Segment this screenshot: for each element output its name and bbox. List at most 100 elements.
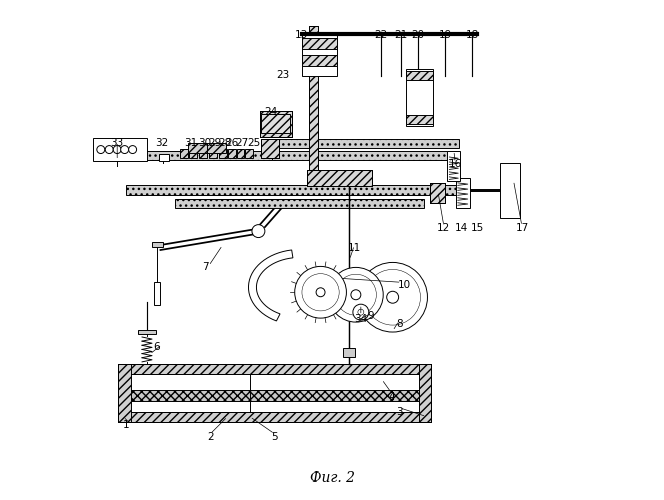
Bar [181, 149, 189, 158]
Bar [218, 149, 226, 158]
Bar [406, 68, 433, 126]
Bar [152, 242, 163, 246]
Bar [272, 150, 459, 160]
Circle shape [353, 304, 369, 320]
Text: 26: 26 [225, 138, 238, 148]
Bar [245, 149, 253, 158]
Text: 24: 24 [265, 107, 278, 117]
Circle shape [252, 224, 265, 237]
Bar [118, 364, 432, 422]
Circle shape [114, 146, 121, 154]
Bar [131, 390, 419, 400]
Text: 34: 34 [354, 314, 367, 324]
Text: 18: 18 [465, 30, 479, 40]
Bar [208, 149, 216, 158]
Bar [262, 139, 279, 158]
Circle shape [351, 290, 361, 300]
Text: 27: 27 [235, 138, 248, 148]
Bar [188, 143, 208, 153]
Text: 21: 21 [394, 30, 407, 40]
Bar [448, 150, 460, 182]
Bar [456, 178, 469, 208]
Bar [159, 154, 169, 160]
Text: 22: 22 [374, 30, 387, 40]
Bar [309, 26, 317, 171]
Bar [189, 149, 197, 158]
Circle shape [97, 146, 105, 154]
Text: 33: 33 [111, 138, 124, 148]
Text: 17: 17 [515, 222, 529, 232]
Circle shape [302, 274, 339, 311]
Text: 30: 30 [199, 138, 212, 148]
Text: 31: 31 [184, 138, 197, 148]
Text: 14: 14 [455, 222, 468, 232]
Bar [302, 34, 337, 76]
Bar [302, 38, 337, 48]
Bar [343, 348, 355, 357]
Bar [118, 364, 131, 422]
Text: 2: 2 [207, 432, 214, 442]
Bar [262, 139, 279, 158]
Circle shape [316, 288, 325, 296]
Bar [125, 186, 463, 196]
Circle shape [335, 274, 376, 316]
Bar [430, 186, 464, 196]
Text: 8: 8 [396, 318, 402, 328]
Bar [309, 26, 317, 171]
Text: 1: 1 [122, 420, 129, 430]
Bar [118, 364, 432, 374]
Bar [155, 282, 161, 304]
Text: 13: 13 [295, 30, 308, 40]
Bar [419, 364, 432, 422]
Text: 32: 32 [155, 138, 169, 148]
Bar [118, 364, 432, 422]
Text: 3: 3 [396, 406, 402, 416]
Text: 29: 29 [208, 138, 222, 148]
Bar [199, 149, 207, 158]
Text: 20: 20 [411, 30, 424, 40]
Circle shape [358, 262, 428, 332]
Bar [302, 55, 337, 66]
Circle shape [129, 146, 137, 154]
Text: 23: 23 [277, 70, 290, 80]
Text: 10: 10 [398, 280, 410, 290]
Circle shape [106, 146, 114, 154]
Bar [207, 143, 226, 153]
Bar [307, 170, 372, 186]
Text: 16: 16 [449, 160, 462, 170]
Bar [260, 111, 292, 136]
Circle shape [365, 270, 420, 325]
Bar [272, 139, 459, 148]
Circle shape [329, 268, 383, 322]
Circle shape [386, 292, 398, 303]
Circle shape [295, 266, 347, 318]
Polygon shape [248, 250, 293, 321]
Text: 12: 12 [438, 222, 450, 232]
Bar [125, 150, 272, 160]
Bar [236, 149, 244, 158]
Bar [500, 163, 520, 218]
Text: 28: 28 [218, 138, 232, 148]
Bar [118, 412, 432, 422]
Text: 5: 5 [272, 432, 278, 442]
Bar [406, 116, 433, 124]
Text: 4: 4 [388, 392, 395, 402]
Text: 6: 6 [153, 342, 160, 352]
Circle shape [121, 146, 129, 154]
Bar [138, 330, 156, 334]
Text: 11: 11 [348, 242, 361, 252]
Text: 7: 7 [202, 262, 208, 272]
Bar [430, 183, 446, 203]
Text: 25: 25 [247, 138, 260, 148]
Bar [262, 114, 290, 133]
Text: Фиг. 2: Фиг. 2 [309, 470, 355, 484]
Text: 15: 15 [471, 222, 484, 232]
Text: 19: 19 [439, 30, 452, 40]
Bar [260, 111, 292, 136]
Circle shape [358, 309, 364, 315]
Bar [307, 170, 372, 186]
Bar [430, 183, 446, 203]
Bar [94, 138, 147, 162]
Bar [406, 71, 433, 80]
Bar [175, 199, 424, 207]
